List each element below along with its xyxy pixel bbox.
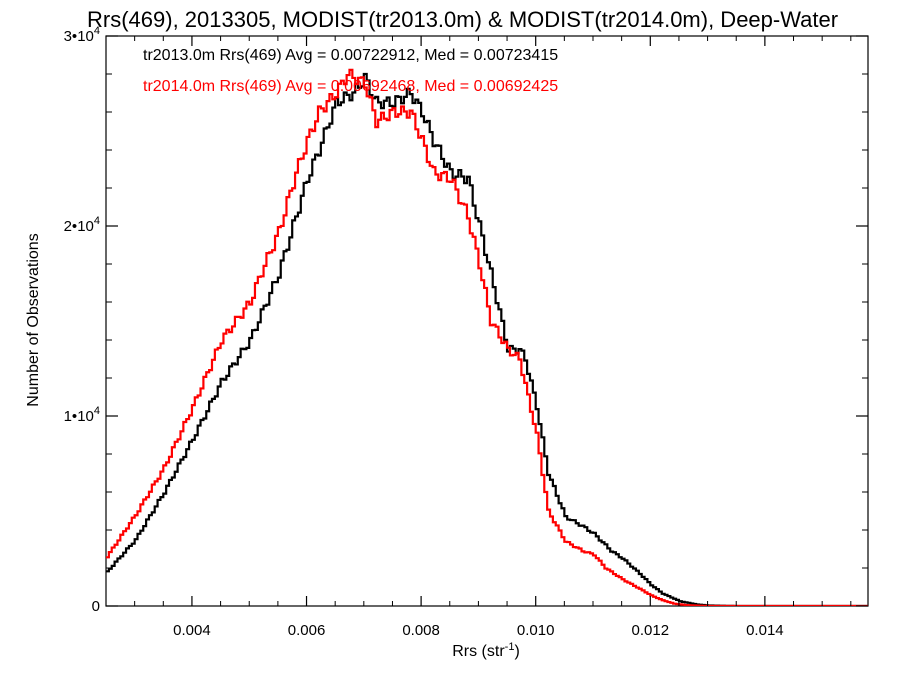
- legend: tr2013.0m Rrs(469) Avg = 0.00722912, Med…: [143, 47, 558, 95]
- x-tick-label: 0.008: [402, 622, 440, 639]
- ticks-layer: 0.004 0.006 0.008 0.010 0.012 0.014 0 1•104 2•10…: [64, 25, 868, 639]
- plot-area: [105, 35, 869, 607]
- legend-entry-tr2013.0m: tr2013.0m Rrs(469) Avg = 0.00722912, Med…: [143, 47, 558, 64]
- y-axis-label: Number of Observations: [25, 233, 42, 406]
- x-tick-label: 0.004: [173, 622, 211, 639]
- plot-frame: [105, 35, 869, 607]
- x-tick-label: 0.012: [632, 622, 670, 639]
- series-layer: [106, 68, 868, 606]
- series-line-tr2013.0m: [106, 72, 868, 606]
- y-tick-label: 1•104: [64, 405, 100, 425]
- legend-entry-tr2014.0m: tr2014.0m Rrs(469) Avg = 0.00692468, Med…: [143, 78, 558, 95]
- chart-title: Rrs(469), 2013305, MODIST(tr2013.0m) & M…: [87, 7, 838, 32]
- y-tick-label: 0: [92, 598, 100, 615]
- x-axis-label: Rrs (str-1): [452, 641, 520, 660]
- x-tick-label: 0.006: [288, 622, 326, 639]
- y-tick-label: 3•104: [64, 25, 100, 45]
- x-tick-label: 0.010: [517, 622, 555, 639]
- y-tick-label: 2•104: [64, 215, 100, 235]
- series-line-tr2014.0m: [106, 68, 868, 606]
- x-tick-label: 0.014: [746, 622, 784, 639]
